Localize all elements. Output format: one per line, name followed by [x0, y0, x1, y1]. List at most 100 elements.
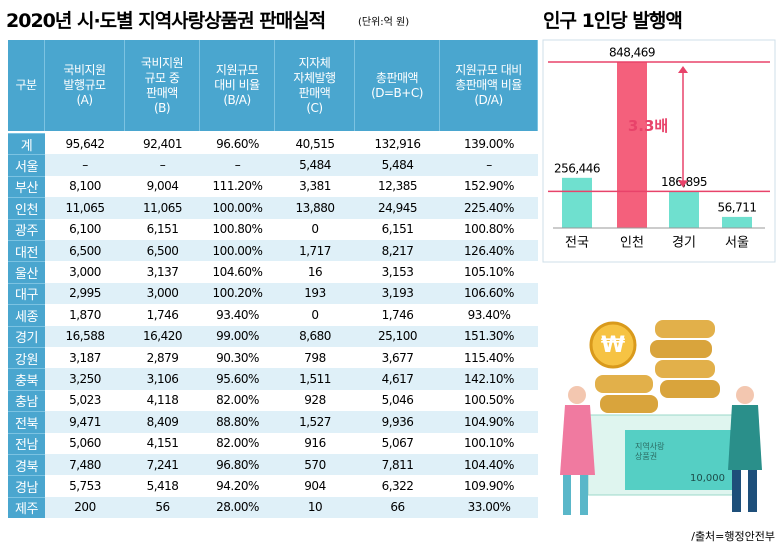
table-cell: 115.40%: [440, 347, 538, 369]
table-cell: 142.10%: [440, 368, 538, 390]
table-cell: 100.00%: [200, 240, 275, 262]
table-cell: 28.00%: [200, 496, 275, 519]
unit: (단위:억 원): [358, 17, 410, 28]
illustration: ₩ 지역사랑 상품권 10,000: [560, 320, 762, 515]
table-cell: 904: [275, 475, 355, 497]
table-cell: 1,717: [275, 240, 355, 262]
table-cell: 6,500: [45, 240, 125, 262]
table-cell: 1,746: [355, 304, 440, 326]
table-cell: 100.10%: [440, 432, 538, 454]
table-cell: 40,515: [275, 133, 355, 155]
table-cell: 99.00%: [200, 325, 275, 347]
row-label: 광주: [8, 218, 45, 240]
table-cell: 25,100: [355, 325, 440, 347]
table-cell: 126.40%: [440, 240, 538, 262]
table-cell: 66: [355, 496, 440, 519]
row-label: 전남: [8, 432, 45, 454]
table-cell: 106.60%: [440, 282, 538, 305]
source: /출처=행정안전부: [691, 530, 775, 543]
table-cell: 94.20%: [200, 475, 275, 497]
table-cell: 8,217: [355, 240, 440, 262]
table-cell: –: [45, 154, 125, 176]
table-cell: 16: [275, 261, 355, 283]
table-cell: 152.90%: [440, 175, 538, 198]
table-cell: 104.40%: [440, 454, 538, 476]
table-cell: 1,870: [45, 304, 125, 326]
table-cell: 7,241: [125, 454, 200, 476]
table-cell: 11,065: [45, 197, 125, 219]
table-cell: 6,100: [45, 218, 125, 240]
table-cell: 9,004: [125, 175, 200, 198]
table: 구분 국비지원 발행규모 (A) 국비지원 규모 중 판매액 (B) 지원규모 대비 …: [8, 40, 538, 519]
table-cell: 6,151: [355, 218, 440, 240]
table-cell: 2,995: [45, 282, 125, 305]
table-cell: 3,381: [275, 175, 355, 198]
table-cell: 10: [275, 496, 355, 519]
bar: [669, 191, 699, 228]
table-cell: 3,187: [45, 347, 125, 369]
table-cell: 24,945: [355, 197, 440, 219]
table-cell: 13,880: [275, 197, 355, 219]
table-cell: 7,480: [45, 454, 125, 476]
table-cell: 100.50%: [440, 389, 538, 412]
row-label: 경북: [8, 454, 45, 476]
table-cell: 11,065: [125, 197, 200, 219]
table-cell: 5,046: [355, 389, 440, 412]
row-label: 경기: [8, 325, 45, 347]
table-cell: 570: [275, 454, 355, 476]
table-cell: 4,617: [355, 368, 440, 390]
table-cell: 95.60%: [200, 368, 275, 390]
row-label: 대전: [8, 240, 45, 262]
table-cell: 16,420: [125, 325, 200, 347]
title: 2020년 시·도별 지역사랑상품권 판매실적: [6, 10, 326, 32]
row-label: 전북: [8, 411, 45, 433]
table-cell: 193: [275, 282, 355, 305]
table-cell: –: [440, 154, 538, 176]
table-cell: 100.20%: [200, 282, 275, 305]
table-cell: 1,511: [275, 368, 355, 390]
table-cell: 3,000: [125, 282, 200, 305]
row-label: 울산: [8, 261, 45, 283]
x-tick-label: 서울: [725, 236, 749, 251]
table-cell: 3,677: [355, 347, 440, 369]
header-cell: 국비지원 발행규모 (A): [45, 40, 125, 131]
table-cell: 92,401: [125, 133, 200, 155]
table-cell: 798: [275, 347, 355, 369]
table-cell: 0: [275, 218, 355, 240]
row-label: 계: [8, 133, 45, 155]
table-cell: –: [125, 154, 200, 176]
table-cell: 6,500: [125, 240, 200, 262]
table-cell: 0: [275, 304, 355, 326]
table-cell: 109.90%: [440, 475, 538, 497]
table-cell: 105.10%: [440, 261, 538, 283]
table-cell: 6,151: [125, 218, 200, 240]
bar: [562, 177, 592, 228]
table-cell: 104.60%: [200, 261, 275, 283]
row-label: 충북: [8, 368, 45, 390]
table-cell: 90.30%: [200, 347, 275, 369]
table-cell: 4,151: [125, 432, 200, 454]
table-cell: 200: [45, 496, 125, 519]
table-cell: 4,118: [125, 389, 200, 412]
row-label: 서울: [8, 154, 45, 176]
table-cell: 9,936: [355, 411, 440, 433]
card-value: 10,000: [690, 473, 725, 484]
table-cell: 3,193: [355, 282, 440, 305]
table-cell: 9,471: [45, 411, 125, 433]
table-cell: 33.00%: [440, 496, 538, 519]
table-cell: 100.80%: [200, 218, 275, 240]
row-label: 강원: [8, 347, 45, 369]
table-cell: 5,067: [355, 432, 440, 454]
table-cell: 56: [125, 496, 200, 519]
table-cell: 2,879: [125, 347, 200, 369]
annotation: 3.3배: [628, 117, 668, 135]
x-tick-label: 경기: [672, 236, 696, 251]
x-tick-label: 인천: [620, 236, 644, 251]
table-cell: 1,746: [125, 304, 200, 326]
row-label: 인천: [8, 197, 45, 219]
table-cell: 88.80%: [200, 411, 275, 433]
table-cell: 1,527: [275, 411, 355, 433]
header-cell: 지원규모 대비 비율 (B/A): [200, 40, 275, 131]
row-label: 부산: [8, 175, 45, 198]
